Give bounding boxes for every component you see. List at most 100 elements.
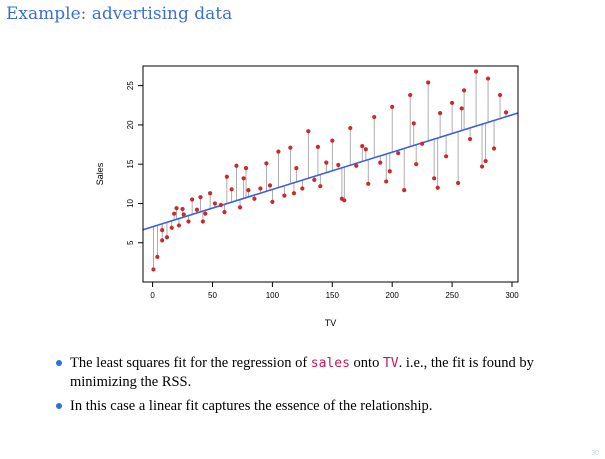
data-point	[473, 69, 479, 74]
data-point	[414, 162, 419, 167]
fit-line-group	[142, 112, 519, 231]
bullet-list: The least squares fit for the regression…	[56, 354, 586, 421]
data-point	[194, 207, 200, 212]
data-point	[172, 211, 177, 216]
data-point	[181, 212, 186, 217]
y-tick-label: 20	[126, 120, 135, 129]
data-point	[467, 136, 473, 142]
data-point	[270, 199, 275, 204]
data-point	[390, 104, 395, 109]
data-point	[151, 267, 156, 272]
data-point	[444, 154, 449, 159]
data-point	[222, 209, 227, 215]
fit-line	[142, 112, 519, 231]
code-sales: sales	[310, 356, 350, 371]
data-point	[336, 162, 341, 168]
data-point	[354, 163, 359, 168]
data-point	[432, 176, 437, 181]
data-point	[408, 92, 413, 98]
data-point	[396, 151, 401, 156]
data-point	[212, 201, 217, 206]
data-point	[229, 187, 234, 192]
data-point	[237, 205, 243, 210]
data-point	[288, 145, 293, 150]
bullet-dot-icon	[56, 360, 62, 366]
data-point	[267, 183, 273, 188]
slide-title: Example: advertising data	[6, 4, 233, 24]
data-point	[198, 195, 203, 200]
data-point	[200, 219, 206, 224]
data-point	[169, 225, 174, 230]
y-tick-label: 25	[126, 81, 135, 90]
data-point	[243, 166, 249, 171]
data-point	[503, 110, 509, 115]
data-point	[485, 76, 491, 81]
data-point	[300, 186, 305, 191]
data-point	[497, 92, 503, 98]
data-point	[276, 149, 281, 154]
data-point	[363, 147, 368, 152]
data-point	[339, 196, 344, 201]
data-point	[366, 181, 371, 186]
data-point	[402, 188, 407, 193]
data-point	[155, 254, 160, 259]
data-point	[360, 144, 365, 149]
page-number: 30	[591, 450, 599, 457]
sales-vs-tv-scatter-plot: 0 50 100 150 200 250 300 5 10 15 20 25 TV Sales	[95, 65, 519, 328]
data-point	[218, 202, 223, 208]
data-point	[348, 125, 353, 131]
data-point	[246, 188, 251, 193]
data-point	[426, 80, 431, 85]
x-tick-label: 300	[505, 291, 519, 300]
data-point	[224, 174, 229, 179]
data-point	[180, 206, 185, 212]
bullet-text: In this case a linear fit captures the e…	[70, 398, 433, 414]
data-point	[438, 111, 443, 116]
data-point	[190, 197, 195, 202]
data-point	[176, 223, 182, 228]
data-point	[315, 144, 321, 150]
data-point	[252, 196, 257, 201]
axes: 0 50 100 150 200 250 300 5 10 15 20 25 TV Sales	[95, 65, 519, 328]
data-point	[324, 160, 329, 165]
data-point	[479, 164, 485, 169]
x-axis-label: TV	[325, 318, 337, 328]
y-tick-label: 5	[126, 240, 135, 245]
data-point	[174, 206, 179, 211]
data-point	[160, 228, 165, 233]
data-point	[241, 176, 246, 181]
data-point	[318, 184, 323, 189]
y-tick-label: 10	[126, 198, 135, 207]
data-point	[435, 185, 440, 190]
data-point	[387, 169, 392, 174]
data-point	[450, 100, 455, 106]
data-point	[483, 158, 488, 164]
data-point	[491, 146, 497, 151]
data-point	[330, 138, 335, 143]
data-point	[258, 186, 263, 191]
data-point	[461, 88, 467, 93]
bullet-text: onto	[349, 355, 383, 371]
x-tick-label: 50	[208, 291, 217, 300]
bullet-text: The least squares fit for the regression…	[70, 355, 311, 371]
data-point	[294, 166, 299, 171]
data-point	[411, 121, 416, 126]
data-point	[207, 191, 213, 196]
x-tick-label: 100	[266, 291, 280, 300]
bullet-item-least-squares: The least squares fit for the regression…	[56, 354, 586, 391]
x-tick-label: 200	[386, 291, 400, 300]
bullet-dot-icon	[56, 403, 62, 409]
data-point	[164, 235, 170, 240]
data-point	[455, 180, 461, 186]
x-tick-label: 250	[445, 291, 459, 300]
data-point	[312, 177, 317, 182]
data-point	[291, 191, 297, 196]
data-point	[378, 160, 383, 165]
y-axis-label: Sales	[95, 162, 105, 185]
data-point	[306, 129, 311, 134]
bullet-item-linear-fit: In this case a linear fit captures the e…	[56, 397, 586, 415]
data-point	[160, 238, 165, 243]
data-point	[384, 179, 389, 184]
data-points	[151, 69, 509, 272]
x-tick-label: 150	[326, 291, 340, 300]
